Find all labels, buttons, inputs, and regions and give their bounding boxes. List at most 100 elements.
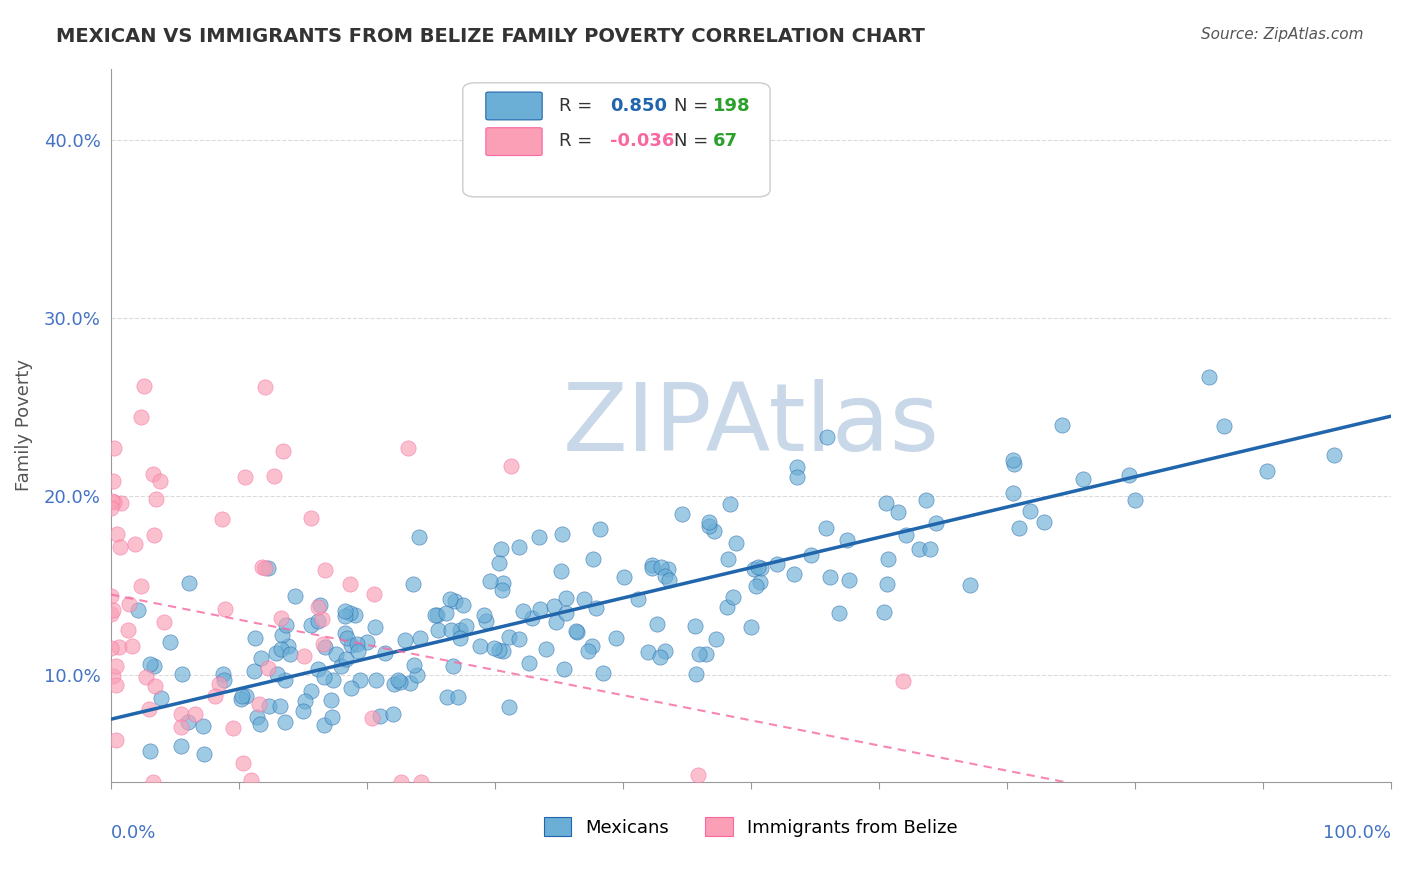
Mexicans [637, 645, 659, 659]
Mexicans [333, 625, 356, 640]
Mexicans [725, 536, 748, 550]
Mexicans [657, 562, 679, 576]
Mexicans [581, 640, 603, 654]
Mexicans [1123, 492, 1146, 507]
Mexicans [212, 673, 235, 687]
Mexicans [277, 639, 299, 653]
Immigrants from Belize [363, 587, 385, 601]
Mexicans [278, 648, 301, 662]
Mexicans [322, 673, 344, 688]
Mexicans [347, 643, 370, 657]
Mexicans [319, 692, 342, 706]
Mexicans [873, 606, 896, 620]
Mexicans [449, 631, 471, 645]
Immigrants from Belize [143, 679, 166, 693]
Mexicans [325, 647, 347, 661]
Mexicans [654, 569, 676, 583]
Mexicans [488, 643, 510, 657]
Mexicans [394, 633, 416, 648]
Mexicans [274, 714, 297, 729]
Mexicans [257, 561, 280, 575]
Mexicans [159, 635, 181, 649]
Mexicans [427, 624, 450, 638]
Immigrants from Belize [110, 496, 132, 510]
Mexicans [211, 666, 233, 681]
Mexicans [249, 717, 271, 731]
Mexicans [402, 657, 425, 672]
Mexicans [875, 495, 897, 509]
Mexicans [382, 676, 405, 690]
Immigrants from Belize [233, 470, 256, 484]
Mexicans [368, 708, 391, 723]
Immigrants from Belize [142, 467, 165, 481]
Immigrants from Belize [214, 602, 236, 616]
Mexicans [150, 691, 173, 706]
Mexicans [441, 658, 464, 673]
Mexicans [1073, 472, 1095, 486]
Text: R =: R = [558, 96, 598, 114]
Immigrants from Belize [100, 607, 122, 621]
Immigrants from Belize [117, 624, 139, 638]
Mexicans [191, 719, 214, 733]
Mexicans [529, 530, 551, 544]
Mexicans [139, 744, 162, 758]
Mexicans [959, 578, 981, 592]
Mexicans [453, 599, 475, 613]
Text: 100.0%: 100.0% [1323, 824, 1391, 842]
Immigrants from Belize [183, 707, 205, 722]
Mexicans [408, 530, 430, 544]
Mexicans [389, 675, 412, 690]
Immigrants from Belize [299, 511, 322, 525]
Immigrants from Belize [152, 615, 174, 629]
Mexicans [440, 623, 463, 637]
Mexicans [423, 607, 446, 622]
Mexicans [1001, 453, 1024, 467]
Mexicans [312, 670, 335, 684]
Mexicans [627, 591, 650, 606]
Immigrants from Belize [361, 711, 384, 725]
Mexicans [177, 714, 200, 729]
Immigrants from Belize [254, 380, 277, 394]
Mexicans [1213, 419, 1236, 434]
Text: N =: N = [673, 132, 714, 150]
Immigrants from Belize [101, 494, 124, 508]
Mexicans [170, 739, 193, 753]
Immigrants from Belize [169, 720, 191, 734]
Mexicans [613, 570, 636, 584]
Mexicans [605, 631, 627, 645]
Mexicans [333, 609, 356, 624]
Mexicans [307, 614, 329, 628]
Immigrants from Belize [117, 597, 139, 611]
Mexicans [264, 646, 287, 660]
Text: 67: 67 [713, 132, 737, 150]
Text: MEXICAN VS IMMIGRANTS FROM BELIZE FAMILY POVERTY CORRELATION CHART: MEXICAN VS IMMIGRANTS FROM BELIZE FAMILY… [56, 27, 925, 45]
Immigrants from Belize [124, 537, 146, 551]
Mexicans [918, 541, 941, 556]
Mexicans [828, 606, 851, 620]
Mexicans [321, 710, 343, 724]
Mexicans [567, 624, 589, 639]
Immigrants from Belize [142, 774, 165, 789]
Immigrants from Belize [104, 733, 127, 747]
Mexicans [576, 644, 599, 658]
Immigrants from Belize [339, 576, 361, 591]
Mexicans [398, 676, 420, 690]
Mexicans [231, 692, 253, 706]
Immigrants from Belize [105, 678, 128, 692]
Mexicans [335, 652, 357, 666]
Mexicans [814, 521, 837, 535]
Text: R =: R = [558, 132, 598, 150]
Mexicans [374, 646, 396, 660]
Mexicans [800, 548, 823, 562]
Immigrants from Belize [108, 540, 131, 554]
Mexicans [894, 528, 917, 542]
Mexicans [1256, 464, 1278, 478]
Mexicans [479, 574, 502, 589]
Y-axis label: Family Poverty: Family Poverty [15, 359, 32, 491]
Mexicans [482, 641, 505, 656]
Mexicans [259, 699, 281, 714]
Mexicans [721, 590, 744, 604]
Mexicans [887, 505, 910, 519]
Immigrants from Belize [103, 603, 125, 617]
Mexicans [312, 717, 335, 731]
